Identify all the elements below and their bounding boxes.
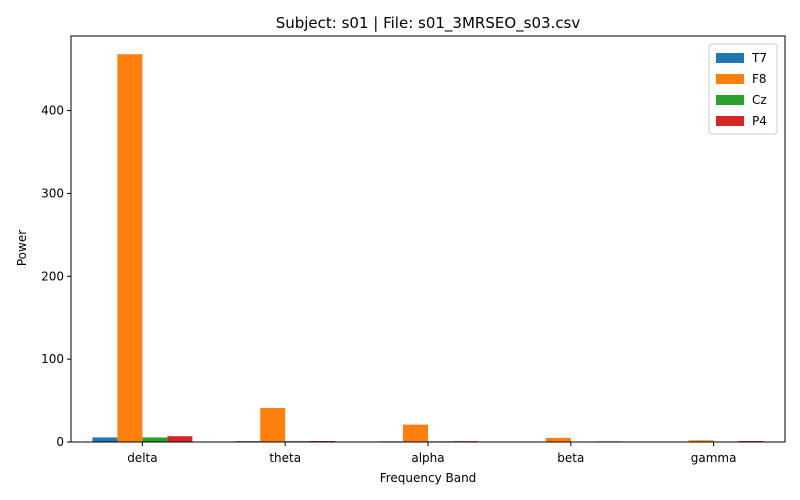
y-tick-label: 100	[41, 352, 64, 366]
legend-box	[708, 43, 778, 135]
bar-f8-gamma	[688, 440, 714, 442]
legend-label-cz: Cz	[752, 93, 767, 107]
bar-f8-alpha	[403, 424, 428, 442]
legend-swatch-p4	[716, 116, 744, 126]
x-tick-label-delta: delta	[127, 451, 157, 465]
y-tick-label: 200	[41, 269, 64, 283]
chart-title: Subject: s01 | File: s01_3MRSEO_s03.csv	[276, 14, 581, 33]
x-tick-label-theta: theta	[269, 451, 301, 465]
y-axis-label: Power	[15, 230, 29, 266]
x-tick-label-alpha: alpha	[411, 451, 444, 465]
bar-t7-delta	[92, 437, 118, 442]
axes-group: 0 100 200 300 400 delta theta alpha beta gamma	[41, 35, 786, 465]
legend-label-p4: P4	[752, 114, 767, 128]
bars-group	[92, 54, 764, 442]
legend-swatch-f8	[716, 74, 744, 84]
y-tick-label: 300	[41, 186, 64, 200]
bar-cz-delta	[142, 437, 168, 442]
bar-f8-theta	[260, 408, 286, 442]
legend-label-f8: F8	[752, 72, 767, 86]
x-tick-label-gamma: gamma	[691, 451, 737, 465]
bar-f8-beta	[545, 437, 571, 442]
bar-f8-delta	[117, 54, 143, 442]
legend-swatch-cz	[716, 95, 744, 105]
x-tick-label-beta: beta	[557, 451, 584, 465]
y-tick-label: 0	[56, 435, 64, 449]
legend-swatch-t7	[716, 53, 744, 63]
x-axis-label: Frequency Band	[380, 471, 477, 485]
plot-frame	[70, 35, 786, 443]
legend: T7 F8 Cz P4	[708, 43, 778, 135]
y-tick-label: 400	[41, 104, 64, 118]
bar-p4-delta	[167, 436, 193, 442]
legend-label-t7: T7	[751, 51, 767, 65]
